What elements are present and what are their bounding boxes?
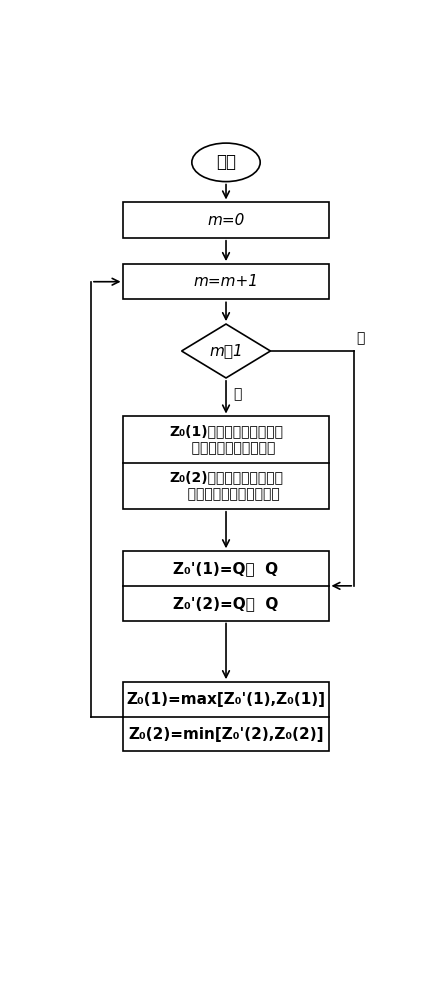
Text: Z₀'(1)=Q－  Q: Z₀'(1)=Q－ Q bbox=[173, 561, 279, 576]
Text: Z₀(1)=max[Z₀'(1),Z₀(1)]: Z₀(1)=max[Z₀'(1),Z₀(1)] bbox=[127, 692, 325, 707]
Text: Z₀(1)设置为下游通航及生
   态需要的最小下泄流量: Z₀(1)设置为下游通航及生 态需要的最小下泄流量 bbox=[169, 424, 283, 455]
Text: m=m+1: m=m+1 bbox=[194, 274, 258, 289]
Polygon shape bbox=[182, 324, 270, 378]
FancyBboxPatch shape bbox=[123, 264, 329, 299]
Text: Z₀(2)=min[Z₀'(2),Z₀(2)]: Z₀(2)=min[Z₀'(2),Z₀(2)] bbox=[128, 727, 324, 742]
FancyBboxPatch shape bbox=[123, 202, 329, 238]
Text: m=0: m=0 bbox=[207, 213, 245, 228]
FancyBboxPatch shape bbox=[123, 416, 329, 509]
FancyBboxPatch shape bbox=[123, 682, 329, 751]
Ellipse shape bbox=[192, 143, 260, 182]
Text: 是: 是 bbox=[356, 331, 364, 345]
Text: 否: 否 bbox=[233, 387, 241, 401]
Text: Z₀'(2)=Q＋  Q: Z₀'(2)=Q＋ Q bbox=[173, 596, 279, 611]
Text: 开始: 开始 bbox=[216, 153, 236, 171]
Text: m＞1: m＞1 bbox=[209, 344, 243, 359]
Text: Z₀(2)设置为防洪条件所允
   许的水电站最大下泄流量: Z₀(2)设置为防洪条件所允 许的水电站最大下泄流量 bbox=[169, 470, 283, 501]
FancyBboxPatch shape bbox=[123, 551, 329, 620]
